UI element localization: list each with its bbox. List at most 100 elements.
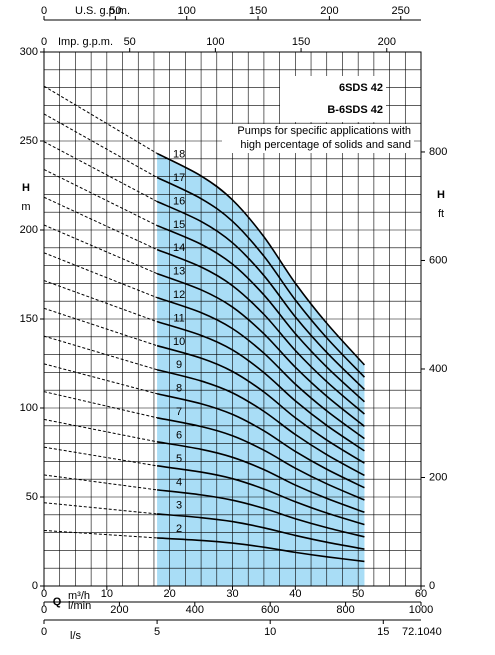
secondary-tick-label: 0 (41, 604, 47, 616)
shutoff-extension (43, 418, 158, 443)
curve-label: 16 (173, 195, 185, 207)
y-tick-label: 200 (20, 224, 38, 236)
pump-curve (156, 392, 365, 489)
y2-tick-label: 800 (429, 146, 447, 158)
secondary-tick-label: 800 (336, 604, 354, 616)
curve-label: 5 (176, 453, 182, 465)
shutoff-extension (43, 363, 158, 395)
secondary-tick-label: 250 (392, 5, 410, 17)
y-tick-label: 0 (32, 580, 38, 592)
pump-curve (156, 152, 366, 366)
secondary-tick-label: 15 (377, 626, 389, 638)
y-tick-label: 300 (20, 46, 38, 58)
secondary-axis-label: Imp. g.p.m. (58, 36, 113, 48)
shutoff-extension (43, 391, 158, 419)
x-tick-label: 30 (226, 588, 238, 600)
secondary-tick-label: 100 (206, 36, 224, 48)
pump-curve (156, 272, 365, 427)
curve-label: 9 (176, 359, 182, 371)
y2-tick-label: 0 (429, 580, 435, 592)
curve-label: 7 (176, 406, 182, 418)
secondary-tick-label: 0 (41, 36, 47, 48)
title-background (280, 76, 386, 122)
secondary-tick-label: 5 (154, 626, 160, 638)
curve-label: 2 (176, 523, 182, 535)
secondary-tick-label: 0 (41, 5, 47, 17)
x-tick-label: 20 (164, 588, 176, 600)
curve-label: 15 (173, 219, 185, 231)
x-tick-label: 60 (415, 588, 427, 600)
shutoff-extension (43, 529, 158, 539)
curve-label: 12 (173, 289, 185, 301)
y-tick-label: 150 (20, 313, 38, 325)
y2-axis-unit: ft (438, 208, 444, 220)
pump-curve (156, 465, 365, 526)
secondary-tick-label: 150 (249, 5, 267, 17)
shutoff-extension (43, 335, 158, 371)
curve-label: 11 (173, 312, 184, 324)
shutoff-extension (43, 446, 158, 467)
curve-label: 8 (176, 383, 182, 395)
secondary-tick-label: 200 (110, 604, 128, 616)
x-tick-label: 0 (41, 588, 47, 600)
pump-curve (156, 441, 365, 514)
secondary-axis-label: l/s (70, 630, 82, 642)
y-tick-label: 100 (20, 402, 38, 414)
y-tick-label: 50 (26, 491, 38, 503)
secondary-tick-label: 0 (41, 626, 47, 638)
y-axis-unit: m (21, 201, 30, 213)
secondary-tick-label: 10 (264, 626, 276, 638)
secondary-tick-label: 600 (261, 604, 279, 616)
secondary-tick-label: 400 (186, 604, 204, 616)
secondary-tick-label: 200 (378, 36, 396, 48)
curve-label: 10 (173, 336, 185, 348)
pump-curve (156, 224, 365, 403)
shutoff-extension (43, 85, 158, 154)
shutoff-extension (43, 252, 158, 299)
y-tick-label: 250 (20, 135, 38, 147)
secondary-tick-label: 50 (124, 36, 136, 48)
shutoff-extension (43, 169, 158, 226)
curve-label: 17 (173, 172, 185, 184)
shutoff-extension (43, 474, 158, 491)
x-tick-label: 50 (352, 588, 364, 600)
x-axis-unit: m³/h (68, 590, 90, 602)
secondary-tick-label: 50 (109, 5, 121, 17)
secondary-axis-label: U.S. g.p.m. (75, 5, 130, 17)
y-axis-label: H (22, 182, 30, 194)
pump-curve (156, 296, 365, 440)
curve-label: 18 (173, 149, 185, 161)
subtitle-background (222, 124, 414, 153)
chart-subtitle: high percentage of solids and sand (240, 139, 411, 151)
y2-axis-label: H (437, 189, 445, 201)
x-tick-label: 40 (289, 588, 301, 600)
secondary-tick-label: 100 (178, 5, 196, 17)
shutoff-extension (43, 502, 158, 515)
x-tick-label: 10 (101, 588, 113, 600)
chart-title: 6SDS 42 (339, 82, 383, 94)
pump-curve (156, 248, 365, 415)
shutoff-extension (43, 141, 158, 202)
secondary-tick-label: 1000 (409, 604, 433, 616)
shutoff-extension (43, 280, 158, 323)
secondary-axis-label: l/min (68, 600, 91, 612)
shutoff-extension (43, 224, 158, 275)
secondary-tick-label: 200 (320, 5, 338, 17)
curve-label: 6 (176, 429, 182, 441)
secondary-tick-label: 150 (292, 36, 310, 48)
shutoff-extension (43, 113, 158, 178)
pump-curve (156, 200, 366, 391)
curve-label: 3 (176, 500, 182, 512)
shutoff-extension (43, 307, 158, 347)
pump-curve (157, 489, 365, 538)
curve-label: 14 (173, 242, 185, 254)
curve-label: 4 (176, 476, 182, 488)
pump-curve (156, 368, 365, 477)
y2-tick-label: 400 (429, 363, 447, 375)
chart-subtitle: Pumps for specific applications with (237, 125, 411, 137)
y2-tick-label: 200 (429, 471, 447, 483)
pump-curve (156, 344, 365, 464)
pump-curve (156, 176, 366, 378)
pump-curve (156, 417, 365, 501)
